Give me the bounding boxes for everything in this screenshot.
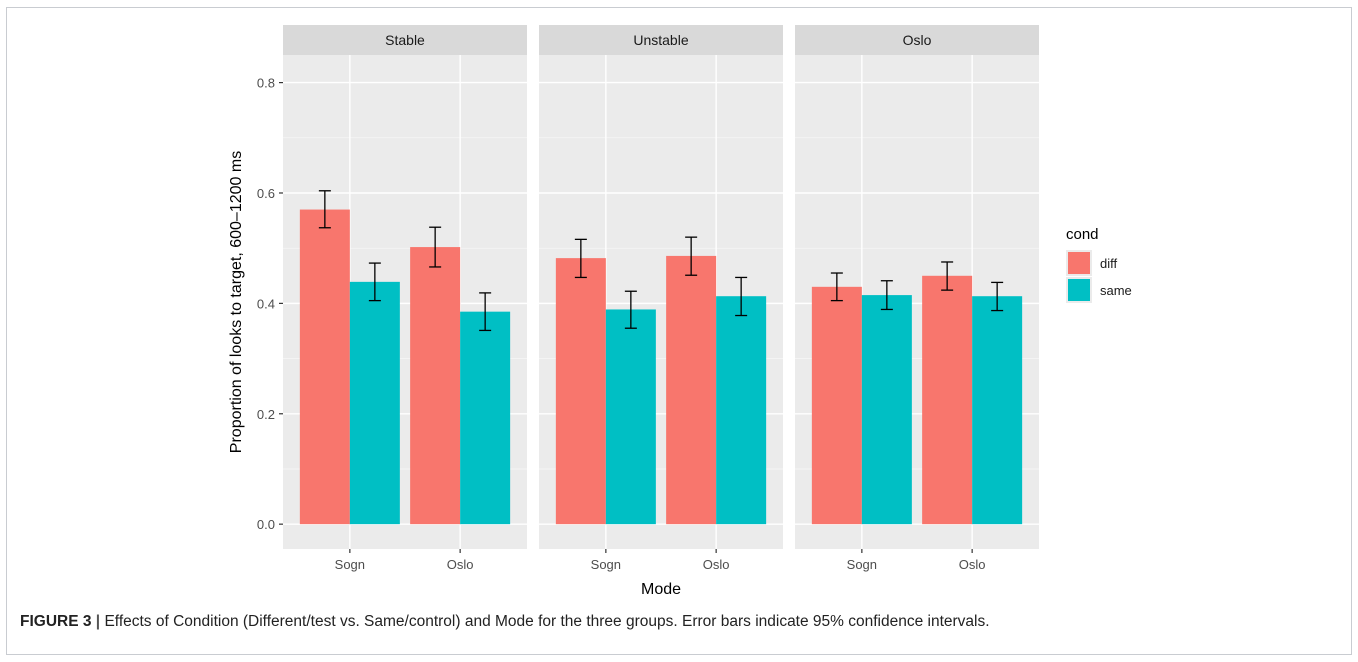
bar-unstable-oslo-same xyxy=(716,296,767,525)
x-tick-label: Sogn xyxy=(591,557,621,572)
x-tick-label: Oslo xyxy=(703,557,730,572)
legend-swatch-diff xyxy=(1068,252,1090,274)
bar-unstable-oslo-diff xyxy=(666,255,717,525)
x-axis-title: Mode xyxy=(641,581,681,598)
y-tick-label: 0.8 xyxy=(257,76,275,91)
bar-unstable-sogn-same xyxy=(605,309,656,525)
legend-swatch-same xyxy=(1068,279,1090,301)
panel-strip-stable xyxy=(283,25,527,55)
y-tick-label: 0.0 xyxy=(257,517,275,532)
bar-oslo-oslo-same xyxy=(972,296,1023,525)
bar-stable-oslo-diff xyxy=(410,247,461,525)
bar-stable-sogn-diff xyxy=(299,209,350,525)
legend-label-diff: diff xyxy=(1100,256,1117,271)
bar-stable-sogn-same xyxy=(349,281,400,525)
caption-separator: | xyxy=(95,613,101,630)
bar-stable-oslo-same xyxy=(460,311,511,525)
bar-oslo-oslo-diff xyxy=(922,275,973,525)
bar-unstable-sogn-diff xyxy=(555,258,606,525)
panel-title-stable: Stable xyxy=(385,32,425,48)
caption-label: FIGURE 3 xyxy=(20,613,92,630)
bar-oslo-sogn-diff xyxy=(811,286,862,525)
figure-frame xyxy=(6,7,1352,655)
figure-caption: FIGURE 3 | Effects of Condition (Differe… xyxy=(20,612,1340,632)
x-tick-label: Sogn xyxy=(847,557,877,572)
x-tick-label: Oslo xyxy=(447,557,474,572)
panel-title-oslo: Oslo xyxy=(903,32,932,48)
faceted-bar-chart: Stable Sogn Oslo Unstable Sogn Oslo Oslo Sogn Os… xyxy=(228,25,1132,598)
y-tick-label: 0.4 xyxy=(257,296,275,311)
caption-text: Effects of Condition (Different/test vs.… xyxy=(104,613,990,630)
panel-strip-unstable xyxy=(539,25,783,55)
bar-oslo-sogn-same xyxy=(861,295,912,525)
legend-label-same: same xyxy=(1100,283,1132,298)
y-tick-label: 0.6 xyxy=(257,186,275,201)
x-tick-label: Sogn xyxy=(335,557,365,572)
panel-title-unstable: Unstable xyxy=(633,32,688,48)
panel-strip-oslo xyxy=(795,25,1039,55)
y-tick-label: 0.2 xyxy=(257,407,275,422)
x-tick-label: Oslo xyxy=(959,557,986,572)
legend-title: cond xyxy=(1066,226,1099,243)
y-axis-title: Proportion of looks to target, 600–1200 … xyxy=(228,151,245,453)
